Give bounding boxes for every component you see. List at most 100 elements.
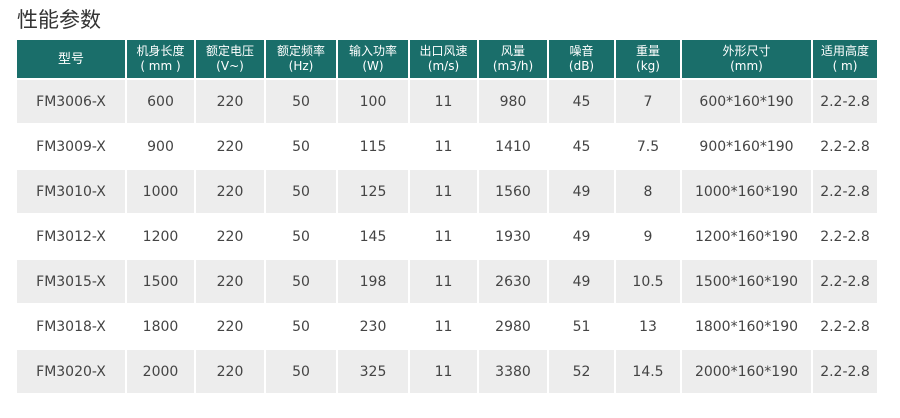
column-header: 输入功率 (W) bbox=[336, 40, 410, 80]
table-row: FM3010-X 1000 220 50 125 11 1560 49 8 1000*160*19… bbox=[17, 168, 879, 215]
table-row: FM3006-X 600 220 50 100 11 980 45 7 600*160*190 2.… bbox=[17, 78, 879, 125]
table-cell: 1930 bbox=[477, 213, 549, 260]
table-cell: 198 bbox=[336, 258, 410, 305]
table-cell: FM3009-X bbox=[17, 123, 127, 170]
table-cell: FM3006-X bbox=[17, 78, 127, 125]
table-cell: 220 bbox=[194, 348, 266, 395]
table-cell: 50 bbox=[264, 123, 338, 170]
table-cell: 1200*160*190 bbox=[680, 213, 813, 260]
table-cell: 49 bbox=[547, 258, 616, 305]
table-cell: 980 bbox=[477, 78, 549, 125]
table-cell: 11 bbox=[408, 213, 479, 260]
table-cell: 50 bbox=[264, 168, 338, 215]
table-cell: 11 bbox=[408, 348, 479, 395]
table-row: FM3015-X 1500 220 50 198 11 2630 49 10.5 1500*160… bbox=[17, 258, 879, 305]
table-cell: 100 bbox=[336, 78, 410, 125]
table-cell: 1560 bbox=[477, 168, 549, 215]
column-header: 外形尺寸 (mm) bbox=[680, 40, 813, 80]
table-cell: 2.2-2.8 bbox=[811, 123, 879, 170]
header-line: (kg) bbox=[636, 59, 660, 73]
table-cell: 115 bbox=[336, 123, 410, 170]
table-cell: 325 bbox=[336, 348, 410, 395]
column-header: 出口风速 (m/s) bbox=[408, 40, 479, 80]
table-cell: 900*160*190 bbox=[680, 123, 813, 170]
table-cell: 2630 bbox=[477, 258, 549, 305]
table-cell: 2000 bbox=[125, 348, 196, 395]
table-row: FM3020-X 2000 220 50 325 11 3380 52 14.5 2000*160… bbox=[17, 348, 879, 395]
spec-table: 型号 机身长度( mm ) 额定电压 (V~) 额定频率 (Hz) 输入功率 (W) 出口风速(… bbox=[17, 40, 879, 395]
header-line: 适用高度 bbox=[820, 44, 869, 58]
table-cell: 230 bbox=[336, 303, 410, 350]
page-title: 性能参数 bbox=[17, 8, 101, 32]
column-header: 噪音 (dB) bbox=[547, 40, 616, 80]
table-cell: 1500*160*190 bbox=[680, 258, 813, 305]
table-cell: 45 bbox=[547, 78, 616, 125]
table-cell: 2980 bbox=[477, 303, 549, 350]
header-line: (mm) bbox=[730, 59, 763, 73]
table-cell: 600*160*190 bbox=[680, 78, 813, 125]
header-line: (m3/h) bbox=[492, 59, 534, 73]
table-cell: 50 bbox=[264, 348, 338, 395]
header-row: 型号 机身长度( mm ) 额定电压 (V~) 额定频率 (Hz) 输入功率 (W) 出口风速(… bbox=[17, 40, 879, 80]
table-cell: FM3012-X bbox=[17, 213, 127, 260]
table-cell: 45 bbox=[547, 123, 616, 170]
table-cell: 600 bbox=[125, 78, 196, 125]
header-line: 输入功率 bbox=[348, 44, 397, 58]
column-header: 风量 (m3/h) bbox=[477, 40, 549, 80]
table-cell: 50 bbox=[264, 258, 338, 305]
column-header: 适用高度( m) bbox=[811, 40, 879, 80]
header-line: (Hz) bbox=[288, 59, 314, 73]
table-cell: 11 bbox=[408, 258, 479, 305]
table-cell: 1000 bbox=[125, 168, 196, 215]
table-cell: 220 bbox=[194, 168, 266, 215]
column-header: 额定频率 (Hz) bbox=[264, 40, 338, 80]
header-line: 噪音 bbox=[569, 44, 594, 58]
table-cell: 220 bbox=[194, 78, 266, 125]
table-cell: 125 bbox=[336, 168, 410, 215]
table-cell: 2.2-2.8 bbox=[811, 78, 879, 125]
table-cell: 2.2-2.8 bbox=[811, 258, 879, 305]
table-cell: 11 bbox=[408, 168, 479, 215]
table-cell: 49 bbox=[547, 168, 616, 215]
table-cell: FM3020-X bbox=[17, 348, 127, 395]
table-cell: 11 bbox=[408, 123, 479, 170]
table-cell: 900 bbox=[125, 123, 196, 170]
table-cell: 2.2-2.8 bbox=[811, 168, 879, 215]
table-cell: 50 bbox=[264, 303, 338, 350]
table-cell: 2.2-2.8 bbox=[811, 348, 879, 395]
table-cell: 220 bbox=[194, 258, 266, 305]
table-row: FM3018-X 1800 220 50 230 11 2980 51 13 1800*160*1… bbox=[17, 303, 879, 350]
table-cell: 1500 bbox=[125, 258, 196, 305]
table-cell: 1410 bbox=[477, 123, 549, 170]
table-cell: 2.2-2.8 bbox=[811, 303, 879, 350]
table-cell: 11 bbox=[408, 78, 479, 125]
header-line: 机身长度 bbox=[136, 44, 185, 58]
column-header: 重量 (kg) bbox=[614, 40, 682, 80]
header-line: (W) bbox=[362, 59, 384, 73]
table-cell: 50 bbox=[264, 213, 338, 260]
table-cell: 52 bbox=[547, 348, 616, 395]
table-cell: 2000*160*190 bbox=[680, 348, 813, 395]
table-cell: 8 bbox=[614, 168, 682, 215]
header-line: 出口风速 bbox=[419, 44, 468, 58]
header-line: ( m) bbox=[832, 59, 858, 73]
table-row: FM3009-X 900 220 50 115 11 1410 45 7.5 900*160*19… bbox=[17, 123, 879, 170]
table-cell: 1800*160*190 bbox=[680, 303, 813, 350]
table-cell: 7 bbox=[614, 78, 682, 125]
column-header: 额定电压 (V~) bbox=[194, 40, 266, 80]
table-cell: 11 bbox=[408, 303, 479, 350]
header-line: (V~) bbox=[216, 59, 244, 73]
table-cell: 220 bbox=[194, 303, 266, 350]
header-line: 风量 bbox=[500, 44, 525, 58]
table-cell: 1800 bbox=[125, 303, 196, 350]
header-line: ( mm ) bbox=[140, 59, 181, 73]
table-row: FM3012-X 1200 220 50 145 11 1930 49 9 1200*160*19… bbox=[17, 213, 879, 260]
header-line: 型号 bbox=[57, 51, 84, 67]
table-cell: 3380 bbox=[477, 348, 549, 395]
table-cell: 1000*160*190 bbox=[680, 168, 813, 215]
table-cell: 220 bbox=[194, 213, 266, 260]
table-cell: 13 bbox=[614, 303, 682, 350]
header-line: 重量 bbox=[635, 44, 660, 58]
table-cell: FM3015-X bbox=[17, 258, 127, 305]
header-line: 外形尺寸 bbox=[722, 44, 771, 58]
